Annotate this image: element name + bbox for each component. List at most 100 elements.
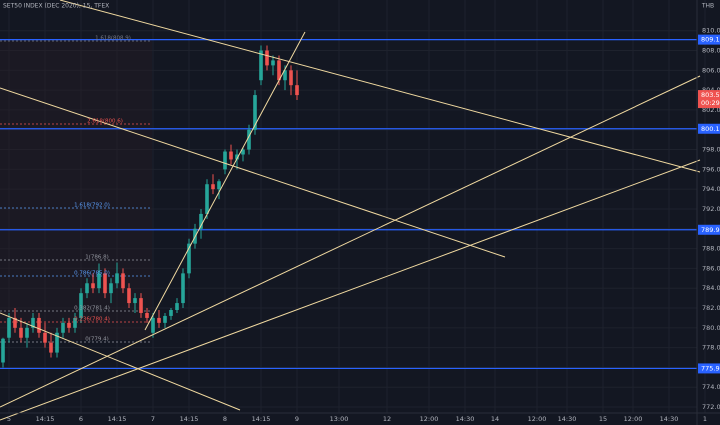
candle-body [61,322,65,333]
x-tick-label: 1 [703,415,707,423]
y-tick-label: 798.0 [702,146,720,154]
x-tick-label: 14:30 [660,415,679,423]
candle-body [139,298,143,313]
last-price-label: 803.5 [701,91,720,99]
candle-body [253,95,257,130]
y-tick-label: 806.0 [702,66,720,74]
y-tick-label: 778.0 [702,344,720,352]
candle-body [145,312,149,318]
trend-lines [0,0,701,421]
candle-body [13,317,17,328]
x-tick-label: 14:30 [558,415,577,423]
candle-body [241,149,245,155]
x-tick-label: 12:00 [528,415,547,423]
x-tick-label: 8 [223,415,227,423]
candle-body [211,184,215,190]
x-tick-label: 12 [383,415,391,423]
price-label: 789.9 [701,226,720,234]
x-tick-label: 6 [79,415,83,423]
candle-body [97,273,101,289]
fib-label: 0.382(781.4) [74,306,110,312]
candle-body [7,317,11,338]
candle-body [31,317,35,328]
candle-body [103,273,107,294]
x-tick-label: 14:15 [180,415,199,423]
x-tick-label: 13:00 [330,415,349,423]
candle-body [289,70,293,86]
x-tick-label: 9 [295,415,299,423]
x-tick-label: 14:15 [252,415,271,423]
fib-zone [0,40,152,340]
candle-body [85,283,89,294]
y-tick-label: 774.0 [702,383,720,391]
candle-body [223,151,227,170]
trend-line [144,31,306,331]
x-tick-label: 7 [151,415,155,423]
candle-body [121,273,125,289]
trend-line [0,75,701,408]
x-tick-label: 15 [599,415,607,423]
x-tick-label: 12:00 [624,415,643,423]
price-label-bg [698,224,720,235]
candle-body [181,273,185,304]
fib-labels: 1.618(808.9) 2.618(800.6) 1.618(792.0) 1(78… [74,36,131,343]
y-tick-label: 792.0 [702,205,720,213]
candle-body [73,317,77,328]
y-tick-label: 780.0 [702,324,720,332]
fib-label: 0.786(785.0) [74,271,110,277]
candle-body [187,243,191,274]
x-tick-label: 14:15 [36,415,55,423]
price-label: 809.1 [701,36,720,44]
price-label-bg [698,34,720,45]
candle-body [175,303,179,310]
x-tick-label: 14:15 [108,415,127,423]
candle-body [157,317,161,323]
fib-label: 2.618(800.6) [87,119,123,125]
fib-label: 1.618(792.0) [74,203,110,209]
candle-body [133,298,137,304]
y-tick-label: 788.0 [702,245,720,253]
candle-body [247,129,251,150]
candle-body [49,342,53,353]
candle-body [295,85,299,96]
price-lines [0,39,697,370]
trend-line [0,87,506,258]
candle-body [79,293,83,318]
countdown: 00:29 [701,99,720,107]
candle-body [277,60,281,81]
last-price-bg [698,90,720,109]
x-tick-label: 14 [491,415,499,423]
candle-body [127,288,131,304]
candle-body [1,338,5,363]
candle-body [109,283,113,294]
price-label-bg [698,363,720,374]
trend-line [0,312,241,411]
x-tick-label: 5 [7,415,11,423]
axes: 772.0774.0776.0778.0780.0782.0784.0786.0… [7,27,720,423]
candle-body [271,60,275,66]
x-tick-label: 14:30 [456,415,475,423]
y-tick-label: 782.0 [702,304,720,312]
y-tick-label: 808.0 [702,47,720,55]
price-label: 775.9 [701,364,720,372]
candle-body [25,327,29,338]
trend-line [0,159,701,421]
candle-body [235,154,239,160]
y-tick-label: 810.0 [702,27,720,35]
candle-body [115,273,119,284]
candle-body [217,181,221,190]
x-tick-label: 12:00 [420,415,439,423]
y-tick-label: 794.0 [702,185,720,193]
candle-body [67,322,71,328]
y-tick-label: 786.0 [702,264,720,272]
candle-body [91,283,95,289]
candles [1,45,299,368]
fib-label: 1.618(808.9) [95,36,131,42]
candle-body [55,332,59,353]
candle-body [151,317,155,333]
candle-body [43,332,47,343]
fib-label: 1(786.8) [85,255,109,261]
